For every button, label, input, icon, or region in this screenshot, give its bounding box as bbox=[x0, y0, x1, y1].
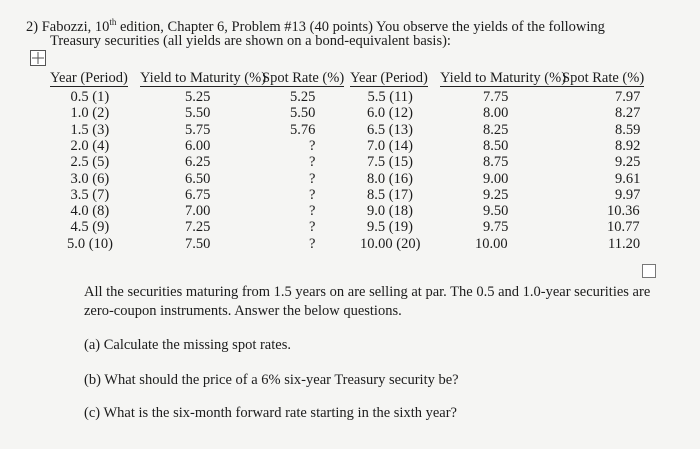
table-cell: 6.00 bbox=[185, 137, 211, 154]
column-header: Year (Period) bbox=[50, 70, 128, 87]
table-cell: ? bbox=[309, 235, 316, 252]
table-cell: 3.5 (7) bbox=[70, 186, 110, 203]
table-cell: 11.20 bbox=[608, 235, 641, 252]
table-cell: 9.0 (18) bbox=[367, 203, 413, 220]
table-cell: 6.50 bbox=[185, 170, 211, 187]
table-cell: 7.75 bbox=[483, 89, 509, 105]
table-cell: 5.50 bbox=[290, 105, 316, 122]
problem-line1: 2) Fabozzi, 10th edition, Chapter 6, Pro… bbox=[26, 14, 605, 35]
table-cell: 2.5 (5) bbox=[70, 154, 110, 171]
table-cell: 10.00 bbox=[475, 235, 508, 252]
table-cell: 5.25 bbox=[185, 89, 211, 105]
problem-line2: Treasury securities (all yields are show… bbox=[50, 33, 451, 49]
table-cell: 5.76 bbox=[290, 121, 316, 138]
table-cell: 6.25 bbox=[185, 154, 211, 171]
column-header: Yield to Maturity (%) bbox=[140, 70, 267, 87]
question: (a) Calculate the missing spot rates. bbox=[84, 337, 291, 353]
table-cell: 8.25 bbox=[483, 121, 509, 138]
problem-prefix: 2) Fabozzi, 10 bbox=[26, 18, 110, 35]
table-cell: 9.25 bbox=[483, 186, 509, 203]
table-cell: 9.00 bbox=[483, 170, 509, 187]
table-cell: 5.25 bbox=[290, 89, 316, 105]
table-cell: 8.00 bbox=[483, 105, 509, 122]
column-header: Spot Rate (%) bbox=[262, 70, 345, 87]
table-cell: 6.75 bbox=[185, 186, 211, 203]
table-cell: 9.5 (19) bbox=[367, 219, 413, 236]
table-cell: 10.00 (20) bbox=[360, 235, 421, 252]
table-cell: ? bbox=[309, 170, 316, 187]
column-header: Spot Rate (%) bbox=[562, 70, 645, 87]
table-cell: 7.0 (14) bbox=[367, 137, 413, 154]
table-cell: 10.36 bbox=[607, 203, 640, 220]
table-cell: 8.27 bbox=[615, 105, 641, 122]
table-cell: ? bbox=[309, 137, 316, 154]
table-cell: 6.5 (13) bbox=[367, 121, 413, 138]
table-cell: 5.50 bbox=[185, 105, 211, 122]
table-cell: 8.92 bbox=[615, 137, 641, 154]
table-cell: 9.50 bbox=[483, 203, 509, 220]
table-cell: ? bbox=[309, 154, 316, 171]
table-cell: ? bbox=[309, 186, 316, 203]
table-cell: 7.25 bbox=[185, 219, 211, 236]
superscript: th bbox=[109, 17, 117, 27]
table-cell: 8.0 (16) bbox=[367, 170, 413, 187]
table-cell: 5.0 (10) bbox=[67, 235, 113, 252]
checkbox[interactable] bbox=[642, 264, 656, 278]
table-cell: 5.75 bbox=[185, 121, 211, 138]
table-cell: 8.75 bbox=[483, 154, 509, 171]
table-cell: 6.0 (12) bbox=[367, 105, 413, 122]
table-icon bbox=[30, 50, 46, 66]
table-cell: 0.5 (1) bbox=[70, 89, 110, 105]
table-cell: ? bbox=[309, 203, 316, 220]
table-cell: 8.59 bbox=[615, 121, 641, 138]
table-cell: 4.5 (9) bbox=[70, 219, 110, 236]
table-cell: 9.97 bbox=[615, 186, 641, 203]
table-cell: 7.97 bbox=[615, 89, 641, 105]
table-cell: 7.5 (15) bbox=[367, 154, 413, 171]
question: (c) What is the six-month forward rate s… bbox=[84, 405, 457, 421]
problem-text: edition, Chapter 6, Problem #13 (40 poin… bbox=[120, 18, 605, 35]
table-cell: 10.77 bbox=[607, 219, 640, 236]
table-cell: 1.0 (2) bbox=[70, 105, 110, 122]
table-cell: 4.0 (8) bbox=[70, 203, 110, 220]
table-cell: 3.0 (6) bbox=[70, 170, 110, 187]
column-header: Year (Period) bbox=[350, 70, 428, 87]
table-cell: 9.61 bbox=[615, 170, 641, 187]
column-header: Yield to Maturity (%) bbox=[440, 70, 567, 87]
table-cell: 9.75 bbox=[483, 219, 509, 236]
table-cell: 1.5 (3) bbox=[70, 121, 110, 138]
table-cell: 7.50 bbox=[185, 235, 211, 252]
table-cell: 5.5 (11) bbox=[367, 89, 413, 105]
paragraph-line2: zero-coupon instruments. Answer the belo… bbox=[84, 303, 402, 319]
paragraph-line1: All the securities maturing from 1.5 yea… bbox=[84, 284, 651, 300]
table-cell: 2.0 (4) bbox=[70, 137, 110, 154]
table-cell: 9.25 bbox=[615, 154, 641, 171]
question: (b) What should the price of a 6% six-ye… bbox=[84, 372, 459, 388]
table-cell: ? bbox=[309, 219, 316, 236]
table-cell: 8.5 (17) bbox=[367, 186, 413, 203]
table-cell: 7.00 bbox=[185, 203, 211, 220]
table-cell: 8.50 bbox=[483, 137, 509, 154]
